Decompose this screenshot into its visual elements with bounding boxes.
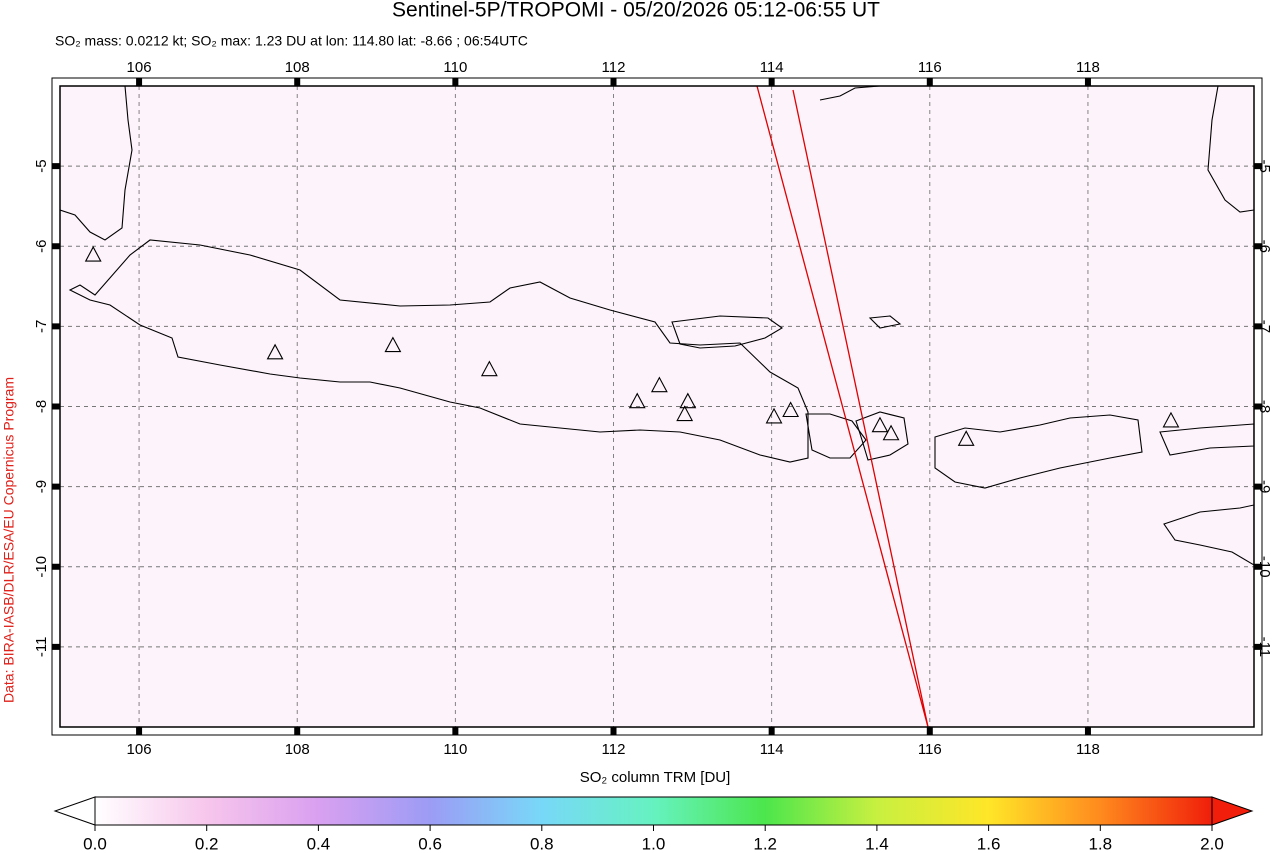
x-tick-label: 108 [285, 741, 310, 758]
chart-title: Sentinel-5P/TROPOMI - 05/20/2026 05:12-0… [392, 0, 880, 22]
colorbar-tick-label: 0.4 [307, 834, 331, 853]
colorbar-tick-label: 1.0 [642, 834, 666, 853]
coast-sumbawa [934, 414, 1143, 489]
grid [60, 86, 1254, 727]
volcano-marker [871, 416, 889, 433]
coast-bali [805, 413, 867, 459]
y-tick-label: -5 [1256, 159, 1272, 172]
subtitle: SO₂ mass: 0.0212 kt; SO₂ max: 1.23 DU at… [55, 33, 528, 49]
colorbar-tick-label: 2.0 [1200, 834, 1224, 853]
x-tick-label: 118 [1076, 741, 1100, 758]
colorbar-tick-label: 0.8 [530, 834, 554, 853]
swath-line [756, 86, 929, 727]
credit: Data: BIRA-IASB/DLR/ESA/EU Copernicus Pr… [1, 377, 17, 703]
colorbar-tick-label: 0.6 [418, 834, 442, 853]
y-tick-label: -7 [1256, 320, 1272, 333]
x-tick-label: 118 [1076, 59, 1100, 76]
coast-flores [1159, 423, 1254, 456]
colorbar-tick-label: 1.4 [865, 834, 889, 853]
volcano-marker [84, 245, 102, 262]
volcano-marker [650, 376, 668, 393]
volcano-marker [882, 424, 900, 441]
coast-kalimantan [819, 86, 881, 101]
y-tick-label: -7 [33, 320, 50, 333]
volcanoes [84, 245, 1180, 446]
coast-madura [671, 315, 784, 349]
coast-sulawesi [1207, 86, 1254, 213]
x-tick-label: 116 [918, 741, 942, 758]
volcano-marker [628, 392, 646, 409]
colorbar-tick-label: 1.8 [1088, 834, 1112, 853]
y-tick-label: -6 [1256, 240, 1272, 253]
colorbar-tick-label: 1.6 [977, 834, 1001, 853]
coast-lombok [855, 411, 909, 461]
colorbar-tick-label: 1.2 [753, 834, 777, 853]
colorbar [94, 796, 1213, 826]
volcano-marker [782, 401, 800, 418]
coast-java [68, 239, 809, 463]
volcano-marker [679, 392, 697, 409]
volcano-marker [676, 405, 694, 422]
y-tick-label: -6 [33, 240, 50, 253]
colorbar-tick-label: 0.0 [83, 834, 107, 853]
x-tick-label: 112 [602, 741, 626, 758]
volcano-marker [480, 360, 498, 377]
y-tick-label: -9 [1256, 480, 1272, 493]
coast-sumba [1163, 504, 1254, 566]
colorbar-label: SO₂ column TRM [DU] [580, 769, 731, 786]
volcano-marker [1162, 411, 1180, 428]
x-tick-label: 114 [760, 741, 784, 758]
y-tick-label: -5 [33, 159, 50, 172]
y-tick-label: -11 [33, 637, 50, 658]
coast-sumatra [60, 86, 133, 241]
x-tick-label: 110 [443, 741, 467, 758]
swath-line [792, 89, 929, 727]
y-tick-label: -8 [1256, 400, 1272, 413]
colorbar-over-arrow [1211, 796, 1254, 826]
volcano-marker [384, 336, 402, 353]
y-tick-label: -10 [1256, 556, 1272, 578]
x-tick-label: 114 [760, 59, 784, 76]
x-tick-label: 116 [918, 59, 942, 76]
x-tick-label: 110 [443, 59, 467, 76]
x-tick-label: 106 [127, 741, 152, 758]
swath-edge [756, 86, 929, 727]
y-tick-label: -11 [1256, 637, 1272, 658]
colorbar-under-arrow [53, 796, 96, 826]
y-tick-label: -9 [33, 480, 50, 493]
colorbar-ticks: 0.0 0.2 0.4 0.6 0.8 1.0 1.2 1.4 1.6 1.8 2.0 [83, 825, 1224, 853]
volcano-marker [957, 430, 975, 446]
x-tick-label: 112 [602, 59, 626, 76]
axes: 106 106 108 108 110 110 112 112 114 114 116 116 118 1… [33, 59, 1272, 758]
coast-kangean [868, 315, 902, 329]
coastlines [60, 86, 1254, 566]
x-tick-label: 106 [127, 59, 152, 76]
y-tick-label: -8 [33, 400, 50, 413]
x-tick-label: 108 [285, 59, 310, 76]
y-tick-label: -10 [33, 556, 50, 578]
volcano-marker [765, 407, 783, 424]
colorbar-tick-label: 0.2 [195, 834, 219, 853]
volcano-marker [266, 343, 284, 360]
